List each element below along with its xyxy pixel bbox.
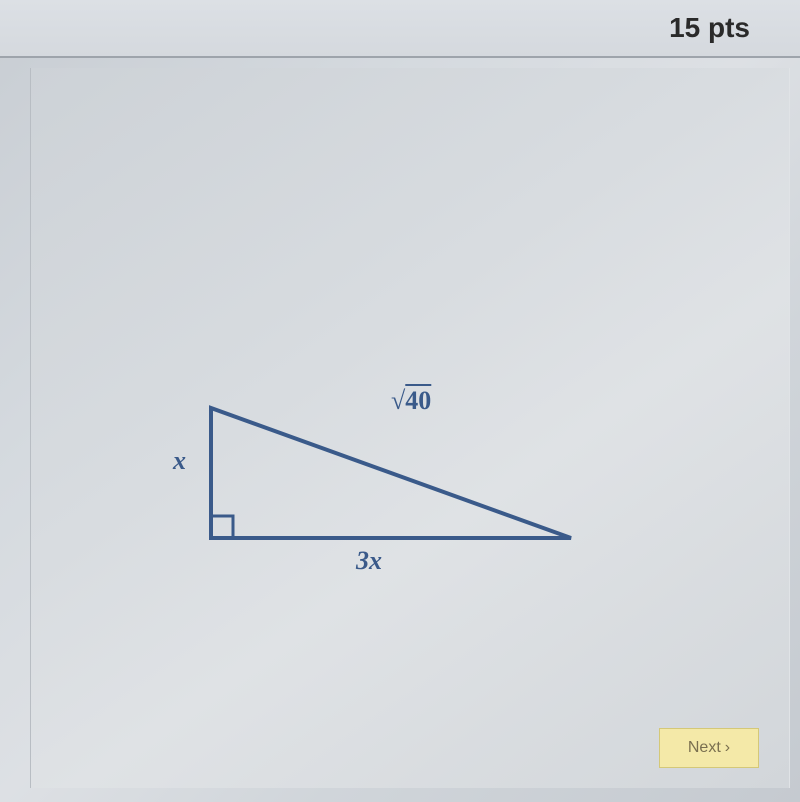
next-button-label: Next bbox=[688, 739, 721, 757]
label-left-side: x bbox=[173, 446, 186, 476]
next-button[interactable]: Next bbox=[659, 728, 759, 768]
triangle-svg bbox=[201, 398, 601, 578]
triangle-diagram: x 3x √40 bbox=[201, 398, 601, 578]
content-area: x 3x √40 Next bbox=[30, 68, 790, 788]
label-hypotenuse: √40 bbox=[391, 386, 431, 416]
right-angle-marker bbox=[211, 516, 233, 538]
points-label: 15 pts bbox=[669, 12, 750, 44]
hypotenuse-value: 40 bbox=[405, 386, 431, 415]
triangle-shape bbox=[211, 408, 571, 538]
label-bottom-side: 3x bbox=[356, 546, 382, 576]
sqrt-symbol: √ bbox=[391, 386, 405, 415]
header-bar: 15 pts bbox=[0, 0, 800, 58]
